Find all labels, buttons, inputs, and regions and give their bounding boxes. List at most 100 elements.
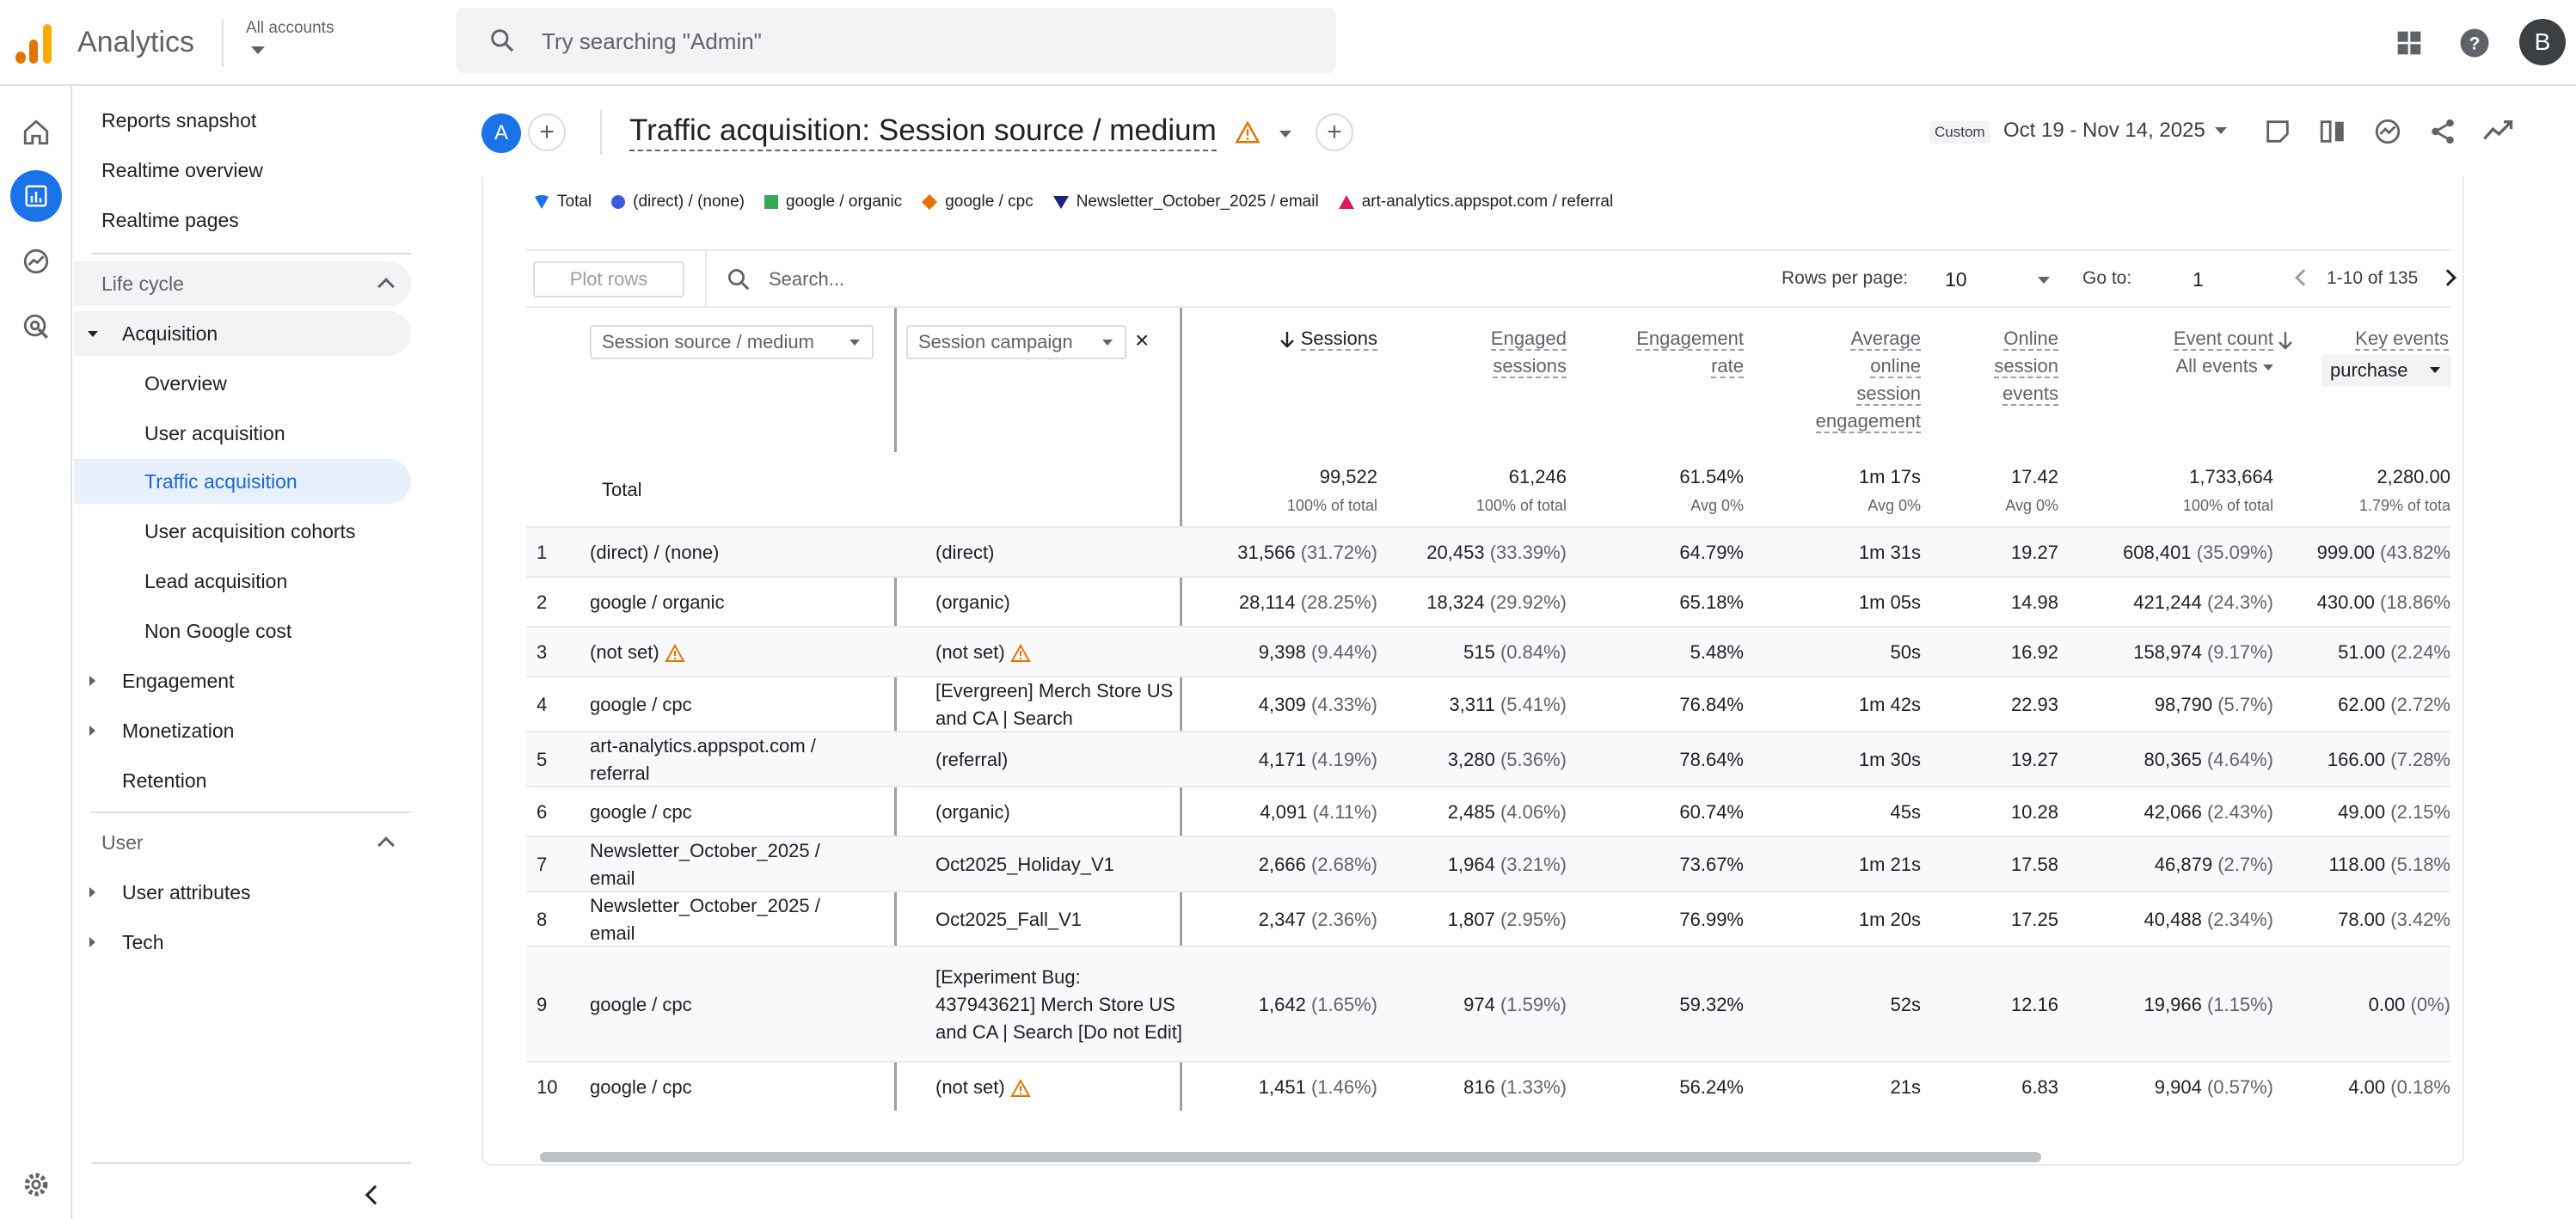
- page-title[interactable]: Traffic acquisition: Session source / me…: [629, 113, 1217, 151]
- nav-item-tech[interactable]: Tech: [74, 920, 411, 965]
- source-medium-cell[interactable]: (direct) / (none): [590, 539, 865, 567]
- nav-item-user-attributes[interactable]: User attributes: [74, 870, 411, 915]
- header-engaged-sessions[interactable]: Engaged sessions: [1386, 325, 1567, 380]
- table-row[interactable]: 9 google / cpc [Experiment Bug: 437943621]…: [526, 946, 2450, 1061]
- header-sessions[interactable]: Sessions: [1223, 325, 1377, 352]
- campaign-cell[interactable]: (organic): [935, 589, 1185, 616]
- account-selector[interactable]: All accounts: [246, 19, 334, 37]
- advertising-icon[interactable]: [10, 301, 62, 352]
- source-medium-cell[interactable]: Newsletter_October_2025 / email: [590, 892, 865, 947]
- nav-item-realtime-pages[interactable]: Realtime pages: [101, 208, 239, 231]
- header-engagement-rate[interactable]: Engagement rate: [1572, 325, 1744, 380]
- table-search-input[interactable]: Search...: [769, 268, 845, 290]
- header-average-engagement[interactable]: Average online session engagement: [1747, 325, 1921, 435]
- table-row[interactable]: 4 google / cpc [Evergreen] Merch Store US …: [526, 676, 2450, 731]
- next-page-icon[interactable]: [2439, 269, 2456, 286]
- warning-icon[interactable]: [1235, 120, 1260, 144]
- nav-item-engagement[interactable]: Engagement: [74, 659, 411, 703]
- plot-rows-button[interactable]: Plot rows: [533, 261, 684, 297]
- header-key-events[interactable]: Key events: [2315, 325, 2449, 352]
- source-medium-cell[interactable]: google / cpc: [590, 991, 865, 1019]
- comparison-badge[interactable]: A: [481, 113, 521, 153]
- nav-item-monetization[interactable]: Monetization: [74, 708, 411, 753]
- annotation-icon[interactable]: [2263, 117, 2292, 146]
- remove-dimension-close-icon[interactable]: ×: [1135, 327, 1150, 353]
- compare-columns-icon[interactable]: [2318, 117, 2347, 146]
- nav-section-life-cycle[interactable]: Life cycle: [74, 261, 411, 306]
- event-filter-select[interactable]: All events: [2175, 355, 2258, 377]
- source-medium-cell[interactable]: art-analytics.appspot.com / referral: [590, 732, 865, 787]
- table-row[interactable]: 1 (direct) / (none) (direct) 31,566 (31.72%…: [526, 526, 2450, 576]
- legend-item-referral[interactable]: art-analytics.appspot.com / referral: [1338, 193, 1613, 211]
- header-event-count[interactable]: Event count All events: [2067, 325, 2273, 380]
- rows-per-page-select[interactable]: 10: [1945, 268, 1967, 291]
- source-medium-cell[interactable]: google / cpc: [590, 1074, 865, 1101]
- legend-item-direct[interactable]: (direct) / (none): [610, 193, 745, 211]
- campaign-cell[interactable]: (organic): [935, 799, 1185, 826]
- chevron-down-icon[interactable]: [1279, 131, 1291, 138]
- table-row[interactable]: 8 Newsletter_October_2025 / email Oct2025_…: [526, 891, 2450, 946]
- nav-item-overview[interactable]: Overview: [144, 371, 227, 395]
- source-medium-cell[interactable]: google / organic: [590, 589, 865, 616]
- settings-gear-icon[interactable]: [10, 1159, 62, 1210]
- nav-item-user-acquisition-cohorts[interactable]: User acquisition cohorts: [144, 519, 356, 542]
- apps-grid-icon[interactable]: [2390, 24, 2428, 62]
- table-row[interactable]: 10 google / cpc (not set) 1,451 (1.46%) 816 …: [526, 1061, 2450, 1111]
- legend-item-google-cpc[interactable]: google / cpc: [921, 193, 1033, 211]
- campaign-cell[interactable]: (not set): [935, 639, 1185, 666]
- legend-item-google-organic[interactable]: google / organic: [764, 193, 902, 211]
- warning-icon[interactable]: [1010, 644, 1031, 663]
- add-comparison-button[interactable]: +: [528, 113, 566, 151]
- nav-item-reports-snapshot[interactable]: Reports snapshot: [101, 108, 257, 132]
- insights-icon[interactable]: [2373, 117, 2402, 146]
- nav-item-realtime-overview[interactable]: Realtime overview: [101, 158, 263, 181]
- campaign-cell[interactable]: Oct2025_Holiday_V1: [935, 851, 1185, 879]
- campaign-cell[interactable]: [Evergreen] Merch Store US and CA | Sear…: [935, 677, 1185, 732]
- source-medium-cell[interactable]: google / cpc: [590, 799, 865, 826]
- add-report-button[interactable]: +: [1316, 113, 1353, 151]
- source-medium-cell[interactable]: google / cpc: [590, 691, 865, 719]
- goto-page-input[interactable]: 1: [2193, 268, 2204, 291]
- campaign-cell[interactable]: Oct2025_Fall_V1: [935, 906, 1185, 934]
- table-row[interactable]: 6 google / cpc (organic) 4,091 (4.11%) 2,485…: [526, 786, 2450, 836]
- avatar[interactable]: B: [2519, 19, 2566, 65]
- warning-icon[interactable]: [665, 644, 685, 663]
- share-icon[interactable]: [2428, 117, 2457, 146]
- key-event-select[interactable]: purchase: [2321, 354, 2450, 387]
- sort-arrow-icon[interactable]: [2277, 330, 2294, 351]
- campaign-cell[interactable]: (referral): [935, 746, 1185, 774]
- help-icon[interactable]: ?: [2456, 24, 2493, 62]
- source-medium-cell[interactable]: (not set): [590, 639, 865, 666]
- explore-icon[interactable]: [10, 236, 62, 287]
- primary-dimension-select[interactable]: Session source / medium: [590, 325, 874, 359]
- analytics-logo-icon[interactable]: [15, 22, 55, 64]
- campaign-cell[interactable]: (not set): [935, 1074, 1185, 1101]
- header-online-session-events[interactable]: Online session events: [1929, 325, 2058, 407]
- nav-item-acquisition[interactable]: Acquisition: [74, 311, 411, 356]
- legend-item-total[interactable]: Total: [533, 193, 592, 211]
- prev-page-icon[interactable]: [2295, 269, 2312, 286]
- horizontal-scrollbar[interactable]: [540, 1152, 2041, 1162]
- campaign-cell[interactable]: [Experiment Bug: 437943621] Merch Store …: [935, 964, 1185, 1046]
- table-row[interactable]: 2 google / organic (organic) 28,114 (28.25%…: [526, 576, 2450, 626]
- legend-item-newsletter[interactable]: Newsletter_October_2025 / email: [1052, 193, 1319, 211]
- source-medium-cell[interactable]: Newsletter_October_2025 / email: [590, 837, 865, 892]
- table-row[interactable]: 5 art-analytics.appspot.com / referral (re…: [526, 731, 2450, 786]
- table-row[interactable]: 7 Newsletter_October_2025 / email Oct2025_…: [526, 836, 2450, 891]
- secondary-dimension-select[interactable]: Session campaign: [906, 325, 1126, 359]
- nav-item-lead-acquisition[interactable]: Lead acquisition: [144, 569, 288, 592]
- trend-icon[interactable]: [2481, 117, 2514, 146]
- search-input[interactable]: Try searching "Admin": [456, 8, 1336, 73]
- campaign-cell[interactable]: (direct): [935, 539, 1185, 567]
- date-range-picker[interactable]: Oct 19 - Nov 14, 2025: [2003, 119, 2205, 142]
- nav-section-user[interactable]: User: [74, 820, 411, 865]
- chevron-down-icon[interactable]: [2038, 277, 2050, 284]
- collapse-nav-chevron-icon[interactable]: [365, 1185, 385, 1205]
- nav-item-traffic-acquisition[interactable]: Traffic acquisition: [74, 459, 411, 504]
- reports-icon[interactable]: [10, 170, 62, 222]
- table-row[interactable]: 3 (not set) (not set) 9,398 (9.44%) 515 (0.8…: [526, 626, 2450, 676]
- chevron-down-icon[interactable]: [251, 46, 265, 54]
- home-icon[interactable]: [10, 107, 62, 158]
- chevron-down-icon[interactable]: [2215, 127, 2227, 134]
- nav-item-non-google-cost[interactable]: Non Google cost: [144, 619, 292, 642]
